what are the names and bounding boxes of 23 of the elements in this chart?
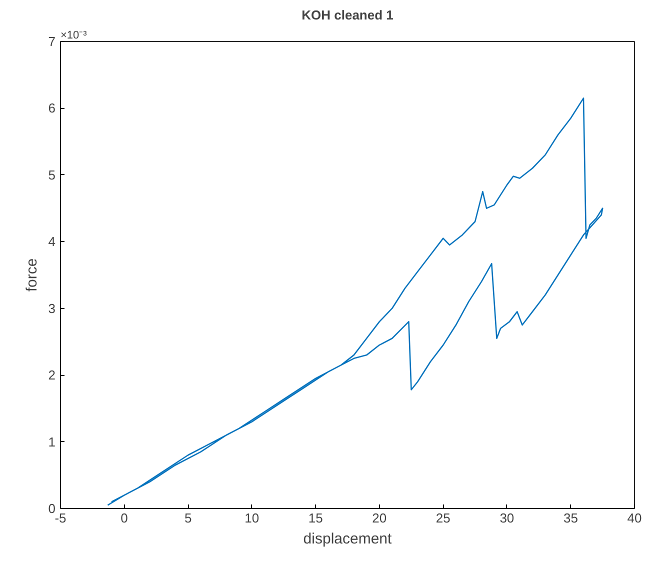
y-tick-label: 7 — [48, 34, 56, 49]
y-tick-label: 3 — [48, 300, 56, 316]
x-tick-label: 40 — [627, 510, 642, 526]
chart-title: KOH cleaned 1 — [302, 8, 394, 22]
x-tick-label: 10 — [244, 510, 260, 526]
x-tick-label: -5 — [54, 510, 66, 526]
x-tick-label: 25 — [436, 510, 450, 526]
y-tick-label: 5 — [48, 167, 56, 182]
y-tick-label: 2 — [48, 368, 56, 383]
y-tick-label: 1 — [48, 434, 56, 450]
text: ×10⁻³ — [60, 30, 88, 42]
x-tick-label: 5 — [184, 510, 192, 526]
x-tick-label: 35 — [563, 510, 578, 526]
x-tick-label: 30 — [500, 510, 514, 526]
y-axis-title: force — [23, 258, 40, 292]
y-tick-label: 6 — [48, 100, 56, 116]
x-tick-label: 15 — [308, 510, 323, 526]
y-tick-label: 4 — [48, 234, 56, 250]
x-axis-title: displacement — [303, 530, 393, 548]
x-tick-label: 20 — [372, 510, 387, 526]
line-series — [107, 98, 604, 506]
x-tick-label: 0 — [120, 510, 128, 526]
y-tick-label: 0 — [48, 501, 56, 516]
